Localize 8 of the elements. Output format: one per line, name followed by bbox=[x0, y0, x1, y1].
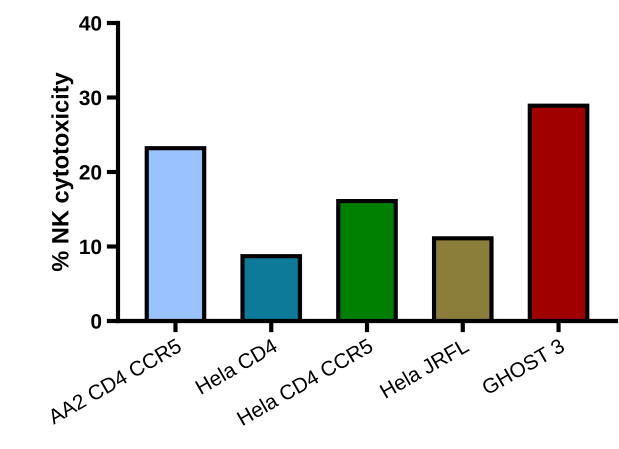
x-tick-label: Hela JRFL bbox=[379, 337, 470, 399]
y-tick-label: 30 bbox=[79, 90, 102, 106]
x-tick-label: Hela CD4 bbox=[194, 337, 278, 395]
y-tick-label: 20 bbox=[80, 165, 102, 180]
y-tick-label: 0 bbox=[91, 314, 102, 329]
y-tick-label: 40 bbox=[79, 16, 102, 31]
y-axis-title: % NK cytotoxicity bbox=[51, 72, 74, 272]
y-tick-label: 10 bbox=[80, 240, 102, 254]
